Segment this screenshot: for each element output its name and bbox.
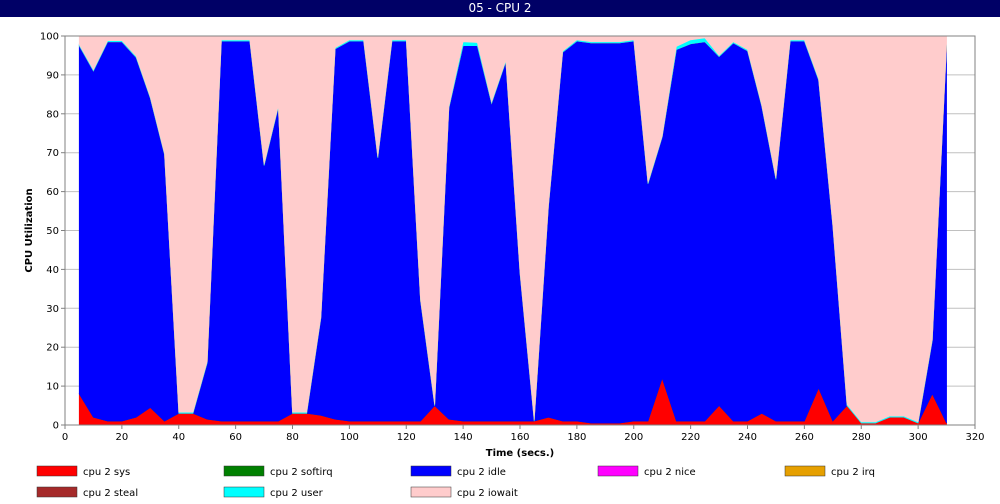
x-axis-label: Time (secs.) xyxy=(486,448,555,459)
legend-label-cpu-2-iowait: cpu 2 iowait xyxy=(457,488,518,499)
legend-label-cpu-2-steal: cpu 2 steal xyxy=(83,488,138,499)
y-tick-label: 40 xyxy=(46,265,59,276)
x-tick-label: 80 xyxy=(286,432,299,443)
y-tick-label: 100 xyxy=(40,32,59,43)
x-tick-label: 60 xyxy=(229,432,242,443)
x-tick-label: 320 xyxy=(965,432,984,443)
y-tick-label: 10 xyxy=(46,382,59,393)
legend-swatch-cpu-2-irq xyxy=(784,465,826,477)
legend-swatch-cpu-2-softirq xyxy=(223,465,265,477)
x-tick-label: 20 xyxy=(116,432,129,443)
x-tick-label: 40 xyxy=(172,432,185,443)
legend-swatch-cpu-2-steal xyxy=(36,486,78,498)
legend-swatch-cpu-2-nice xyxy=(597,465,639,477)
legend-label-cpu-2-sys: cpu 2 sys xyxy=(83,467,130,478)
y-tick-label: 60 xyxy=(46,187,59,198)
y-tick-label: 0 xyxy=(53,421,59,432)
y-tick-label: 50 xyxy=(46,226,59,237)
x-tick-label: 120 xyxy=(397,432,416,443)
legend-label-cpu-2-user: cpu 2 user xyxy=(270,488,324,499)
y-tick-label: 90 xyxy=(46,70,59,81)
x-tick-label: 180 xyxy=(567,432,586,443)
legend-swatch-cpu-2-idle xyxy=(410,465,452,477)
x-tick-label: 160 xyxy=(510,432,529,443)
x-tick-label: 200 xyxy=(624,432,643,443)
x-tick-label: 300 xyxy=(909,432,928,443)
y-tick-label: 70 xyxy=(46,148,59,159)
y-axis-label: CPU Utilization xyxy=(24,188,35,272)
legend-label-cpu-2-irq: cpu 2 irq xyxy=(831,467,875,478)
window-title: 05 - CPU 2 xyxy=(0,0,1000,17)
y-tick-label: 20 xyxy=(46,343,59,354)
legend-label-cpu-2-idle: cpu 2 idle xyxy=(457,467,506,478)
x-tick-label: 140 xyxy=(454,432,473,443)
y-tick-label: 30 xyxy=(46,304,59,315)
legend-swatch-cpu-2-iowait xyxy=(410,486,452,498)
x-tick-label: 260 xyxy=(795,432,814,443)
x-tick-label: 100 xyxy=(340,432,359,443)
legend-swatch-cpu-2-sys xyxy=(36,465,78,477)
x-tick-label: 240 xyxy=(738,432,757,443)
legend-swatch-cpu-2-user xyxy=(223,486,265,498)
legend-label-cpu-2-nice: cpu 2 nice xyxy=(644,467,696,478)
legend-label-cpu-2-softirq: cpu 2 softirq xyxy=(270,467,333,478)
x-tick-label: 0 xyxy=(62,432,68,443)
x-tick-label: 220 xyxy=(681,432,700,443)
x-tick-label: 280 xyxy=(852,432,871,443)
y-tick-label: 80 xyxy=(46,109,59,120)
